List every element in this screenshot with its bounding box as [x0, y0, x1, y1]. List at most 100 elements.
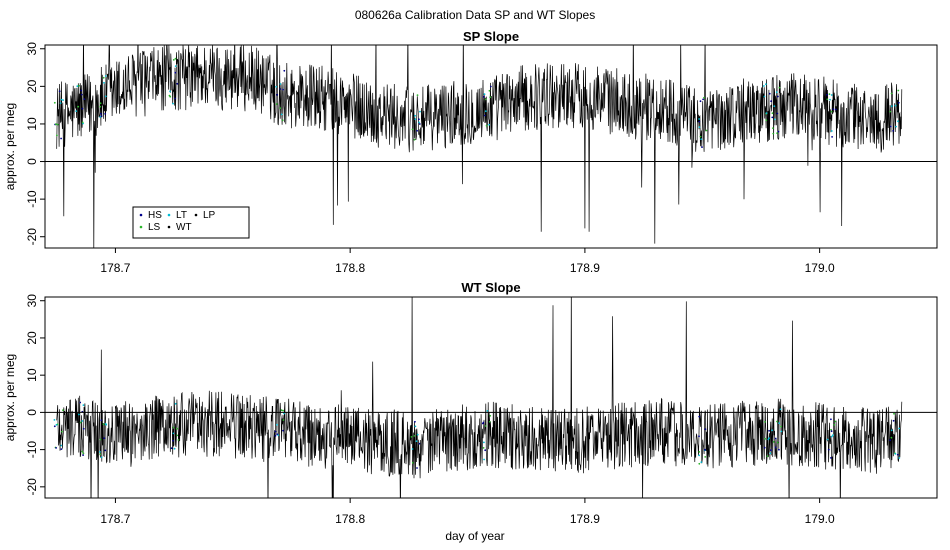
panel-2-calibration-point: [55, 423, 58, 426]
panel-2-calibration-point: [704, 456, 707, 458]
panel-1-calibration-point: [102, 76, 105, 79]
panel-1-calibration-point: [62, 99, 64, 101]
panel-1-calibration-point: [832, 108, 835, 110]
panel-2-calibration-point: [704, 428, 707, 431]
panel-2-calibration-point: [826, 438, 829, 441]
panel-1-calibration-point: [775, 91, 778, 94]
panel-2-calibration-point: [764, 421, 766, 423]
panel-2-calibration-point: [282, 429, 284, 432]
panel-2-calibration-point: [769, 452, 772, 455]
panel-2-calibration-point: [416, 433, 419, 436]
panel-1-calibration-point: [892, 130, 894, 132]
panel-2-calibration-point: [778, 422, 781, 425]
legend-label-wt: WT: [176, 222, 192, 233]
panel-1-calibration-point: [418, 123, 421, 125]
panel-1-calibration-point: [894, 104, 897, 107]
panel-2-calibration-point: [704, 448, 706, 451]
panel-1-x-tick-label: 179.0: [805, 261, 835, 275]
panel-1-calibration-point: [701, 146, 703, 149]
panel-1-calibration-point: [897, 101, 900, 104]
panel-2-calibration-point: [831, 435, 833, 438]
panel-1-calibration-point: [55, 123, 57, 126]
panel-1-calibration-point: [765, 119, 768, 122]
panel-1-calibration-point: [483, 114, 486, 117]
panel-1-calibration-point: [418, 118, 420, 121]
panel-2-calibration-point: [484, 425, 487, 427]
panel-2-calibration-point: [889, 439, 891, 441]
panel-2-calibration-point: [890, 429, 893, 432]
panel-2-calibration-point: [482, 447, 485, 449]
panel-1-calibration-point: [414, 114, 416, 117]
panel-2-calibration-point: [700, 461, 703, 463]
panel-2-calibration-point: [276, 433, 278, 435]
panel-2-calibration-point: [177, 439, 180, 441]
panel-2-calibration-point: [172, 439, 175, 442]
panel-2-calibration-point: [172, 432, 175, 435]
legend-marker-ls: [139, 225, 143, 229]
panel-2-calibration-point: [415, 440, 418, 443]
panel-2-calibration-point: [410, 436, 413, 438]
panel-1-y-tick-label: -20: [25, 228, 39, 246]
panel-1-calibration-point: [279, 83, 282, 85]
panel-1-y-axis-label: approx. per meg: [3, 103, 17, 190]
panel-1-title: SP Slope: [463, 29, 519, 44]
panel-1-calibration-point: [100, 115, 103, 117]
panel-1-calibration-point: [699, 135, 702, 138]
panel-2-calibration-point: [170, 447, 173, 450]
panel-2-y-tick-label: 0: [25, 409, 39, 416]
panel-1-calibration-point: [897, 120, 899, 123]
panel-1-calibration-point: [702, 98, 704, 101]
panel-1-calibration-point: [700, 138, 703, 141]
panel-1-plot-frame: [44, 44, 938, 249]
panel-1-calibration-point: [176, 82, 179, 85]
panel-1-calibration-point: [776, 112, 779, 115]
panel-2-calibration-point: [768, 437, 770, 439]
panel-2-calibration-point: [778, 448, 780, 451]
panel-1-calibration-point: [776, 95, 779, 98]
panel-2-calibration-point: [282, 409, 284, 412]
panel-2-calibration-point: [892, 419, 895, 422]
panel-1-calibration-point: [56, 134, 58, 137]
panel-1-calibration-point: [58, 90, 61, 93]
panel-2-calibration-point: [280, 409, 283, 412]
panel-1-calibration-point: [416, 94, 419, 96]
panel-1-calibration-point: [835, 108, 837, 111]
panel-2-calibration-point: [483, 458, 485, 461]
panel-2-calibration-point: [776, 441, 779, 444]
panel-2-x-tick-label: 178.7: [100, 512, 130, 526]
panel-1-calibration-point: [830, 110, 833, 113]
panel-1-calibration-point: [482, 95, 485, 98]
panel-1-calibration-point: [831, 136, 833, 138]
panel-2-calibration-point: [173, 447, 176, 450]
panel-1-calibration-point: [830, 94, 833, 96]
panel-2-calibration-point: [55, 447, 57, 449]
panel-2-y-axis-label: approx. per meg: [3, 354, 17, 441]
panel-1-calibration-point: [698, 126, 701, 128]
panel-1-calibration-point: [485, 124, 488, 127]
panel-1-calibration-point: [81, 121, 84, 124]
panel-2-y-tick-label: 10: [25, 368, 39, 382]
panel-2-calibration-point: [176, 427, 178, 430]
panel-1-calibration-point: [488, 89, 491, 92]
panel-1-calibration-point: [172, 59, 175, 61]
panel-2-calibration-point: [53, 419, 56, 421]
panel-1-calibration-point: [275, 103, 278, 105]
panel-1-calibration-point: [770, 100, 772, 103]
panel-1-calibration-point: [484, 110, 487, 113]
panel-1-calibration-point: [276, 93, 279, 96]
panel-2-calibration-point: [763, 446, 766, 449]
panel-2-y-tick-label: -10: [25, 441, 39, 459]
panel-1-calibration-point: [419, 110, 421, 113]
panel-1-calibration-point: [829, 98, 831, 101]
panel-1-calibration-point: [174, 57, 177, 60]
panel-1-calibration-point: [773, 105, 776, 108]
panel-2-calibration-point: [764, 437, 767, 440]
panel-2-calibration-point: [82, 454, 84, 456]
panel-2-calibration-point: [99, 438, 102, 441]
panel-1-calibration-point: [81, 107, 84, 110]
panel-2-calibration-point: [484, 449, 487, 452]
panel-2-calibration-point: [830, 428, 832, 431]
panel-2-calibration-point: [274, 430, 277, 433]
panel-2-calibration-point: [103, 437, 106, 440]
panel-2-calibration-point: [100, 419, 103, 422]
